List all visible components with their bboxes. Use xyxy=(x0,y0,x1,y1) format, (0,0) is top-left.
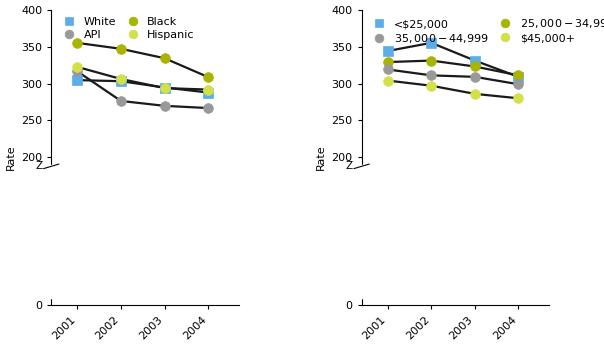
White xyxy=(161,85,168,90)
Line: Hispanic: Hispanic xyxy=(72,62,213,94)
$35,000-$44,999 xyxy=(428,73,435,77)
$45,000+ xyxy=(384,78,391,83)
$25,000-$34,999 xyxy=(515,73,522,77)
$45,000+ xyxy=(428,84,435,88)
Hispanic xyxy=(161,86,168,90)
Black xyxy=(117,47,124,51)
$35,000-$44,999 xyxy=(515,82,522,86)
$25,000-$34,999 xyxy=(384,60,391,64)
Line: API: API xyxy=(72,67,213,113)
API xyxy=(205,106,212,110)
Line: $25,000-$34,999: $25,000-$34,999 xyxy=(383,56,523,80)
Black xyxy=(74,41,81,45)
Legend: <$25,000, $35,000-$44,999, $25,000-$34,999, $45,000+: <$25,000, $35,000-$44,999, $25,000-$34,9… xyxy=(367,15,604,47)
<$25,000 xyxy=(515,75,522,79)
Line: White: White xyxy=(72,75,213,98)
Bar xyxy=(340,165,593,298)
Hispanic xyxy=(205,87,212,92)
$25,000-$34,999 xyxy=(471,65,478,69)
<$25,000 xyxy=(471,59,478,63)
Text: Z: Z xyxy=(345,161,353,171)
<$25,000 xyxy=(428,41,435,45)
Text: Z: Z xyxy=(35,161,42,171)
Y-axis label: Rate: Rate xyxy=(316,145,326,170)
Hispanic xyxy=(74,65,81,69)
$35,000-$44,999 xyxy=(384,67,391,71)
Y-axis label: Rate: Rate xyxy=(5,145,16,170)
Legend: White, API, Black, Hispanic: White, API, Black, Hispanic xyxy=(57,15,197,42)
White xyxy=(74,78,81,82)
Line: Black: Black xyxy=(72,38,213,82)
API xyxy=(117,99,124,103)
Black xyxy=(205,75,212,79)
API xyxy=(161,104,168,108)
Line: $45,000+: $45,000+ xyxy=(383,76,523,103)
Black xyxy=(161,56,168,60)
Bar xyxy=(30,165,282,298)
<$25,000 xyxy=(384,49,391,53)
$45,000+ xyxy=(471,92,478,96)
Line: $35,000-$44,999: $35,000-$44,999 xyxy=(383,65,523,89)
API xyxy=(74,69,81,74)
$45,000+ xyxy=(515,96,522,100)
White xyxy=(205,91,212,95)
Line: <$25,000: <$25,000 xyxy=(383,38,523,82)
White xyxy=(117,79,124,83)
Hispanic xyxy=(117,77,124,81)
$35,000-$44,999 xyxy=(471,75,478,79)
$25,000-$34,999 xyxy=(428,59,435,63)
